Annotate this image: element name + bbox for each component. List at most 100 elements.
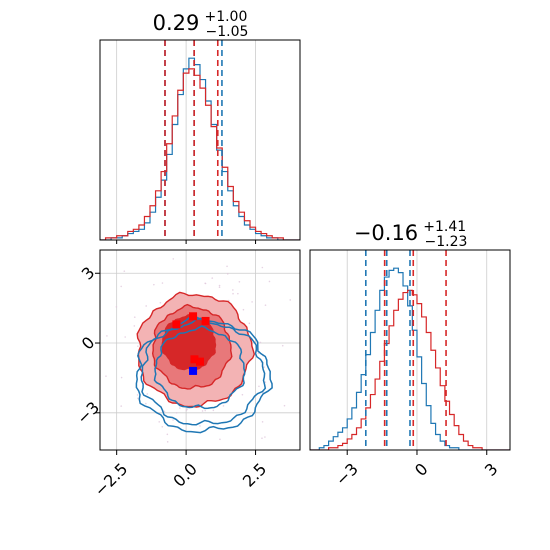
scatter-point <box>123 270 126 272</box>
scatter-point <box>115 306 118 308</box>
scatter-point <box>120 376 123 379</box>
scatter-point <box>153 283 155 286</box>
scatter-point <box>113 241 115 243</box>
red-marker-0 <box>172 320 181 329</box>
marginal-x-frame <box>99 39 301 241</box>
scatter-point <box>222 405 225 407</box>
tick-label-x-0: −2.5 <box>91 459 132 500</box>
scatter-point <box>261 266 264 269</box>
scatter-point <box>166 441 169 443</box>
scatter-point <box>172 419 174 421</box>
scatter-point <box>281 344 284 347</box>
scatter-point <box>259 341 262 344</box>
scatter-point <box>228 299 230 302</box>
scatter-point <box>226 265 228 268</box>
scatter-point <box>136 394 139 396</box>
scatter-point <box>226 273 229 275</box>
scatter-point <box>204 409 207 412</box>
scatter-point <box>251 301 253 303</box>
marginal-x-hist-blue <box>100 57 300 240</box>
scatter-point <box>219 438 221 441</box>
scatter-point <box>175 412 178 414</box>
scatter-point <box>179 407 181 409</box>
scatter-point <box>145 402 147 405</box>
joint-frame <box>99 249 301 451</box>
scatter-point <box>289 299 292 301</box>
scatter-point <box>120 285 122 288</box>
scatter-point <box>137 397 139 400</box>
marginal-y-frame <box>309 249 511 451</box>
scatter-point <box>241 393 244 396</box>
scatter-point <box>248 322 251 325</box>
scatter-point <box>124 336 127 338</box>
scatter-point <box>204 235 206 237</box>
scatter-point <box>283 404 286 407</box>
scatter-point <box>212 409 215 412</box>
scatter-point <box>186 408 189 410</box>
tick-label-y-0: −3 <box>73 398 103 428</box>
scatter-point <box>258 385 260 388</box>
scatter-point <box>106 335 108 337</box>
scatter-point <box>264 436 266 438</box>
scatter-point <box>261 421 264 423</box>
tick-label-my-1: 0 <box>411 459 432 480</box>
scatter-point <box>158 421 161 423</box>
blue-contour-0 <box>135 315 273 434</box>
tick-label-my-2: 3 <box>481 459 502 480</box>
marginal-x-panel <box>100 40 300 240</box>
scatter-point <box>264 304 267 306</box>
scatter-point <box>133 325 136 327</box>
marginal-y-panel <box>310 250 510 450</box>
tick-label-x-1: 0.0 <box>169 459 200 490</box>
scatter-point <box>261 437 263 440</box>
scatter-point <box>88 479 90 481</box>
scatter-point <box>163 410 166 413</box>
title-param-2: −0.16 +1.41 <box>354 219 466 245</box>
scatter-point <box>237 292 239 295</box>
scatter-point <box>161 282 164 284</box>
blue-contour-1 <box>140 317 267 426</box>
scatter-point <box>172 258 175 260</box>
scatter-point <box>218 286 221 289</box>
scatter-point <box>242 308 245 311</box>
scatter-point <box>120 405 123 407</box>
title-param-2-value: −0.16 <box>354 221 418 245</box>
tick-label-my-0: −3 <box>332 459 362 489</box>
scatter-point <box>161 425 164 428</box>
title-param-1: 0.29 +1.00 <box>153 9 248 35</box>
title-param-1-value: 0.29 <box>153 11 200 35</box>
scatter-point <box>146 393 149 395</box>
blue-contour-2 <box>153 325 246 410</box>
scatter-point <box>133 316 136 318</box>
title-param-2-plus: +1.41 <box>423 219 466 235</box>
title-param-1-plus: +1.00 <box>204 9 247 25</box>
scatter-point <box>199 425 201 427</box>
blue-marker-0 <box>189 366 198 375</box>
red-marker-2 <box>201 316 210 325</box>
scatter-point <box>218 284 221 287</box>
scatter-point <box>173 226 175 228</box>
scatter-point <box>204 282 206 285</box>
scatter-point <box>264 381 267 384</box>
title-param-1-minus: −1.05 <box>206 24 249 40</box>
red-marker-4 <box>196 357 204 366</box>
scatter-point <box>185 409 188 411</box>
scatter-point <box>166 433 169 436</box>
scatter-point <box>105 375 107 377</box>
marginal-y-hist-blue <box>310 267 510 450</box>
red-marker-1 <box>189 312 198 321</box>
scatter-point <box>232 292 234 295</box>
scatter-point <box>211 277 214 279</box>
marginal-x-hist-red <box>100 68 300 240</box>
scatter-point <box>137 345 139 347</box>
scatter-point <box>257 352 260 355</box>
marginal-y-hist-red <box>310 289 510 450</box>
scatter-point <box>201 410 204 412</box>
red-marker-3 <box>190 355 199 364</box>
tick-label-x-2: 2.5 <box>239 459 270 490</box>
scatter-point <box>345 335 347 337</box>
scatter-point <box>238 280 241 283</box>
title-param-2-minus: −1.23 <box>425 234 468 250</box>
